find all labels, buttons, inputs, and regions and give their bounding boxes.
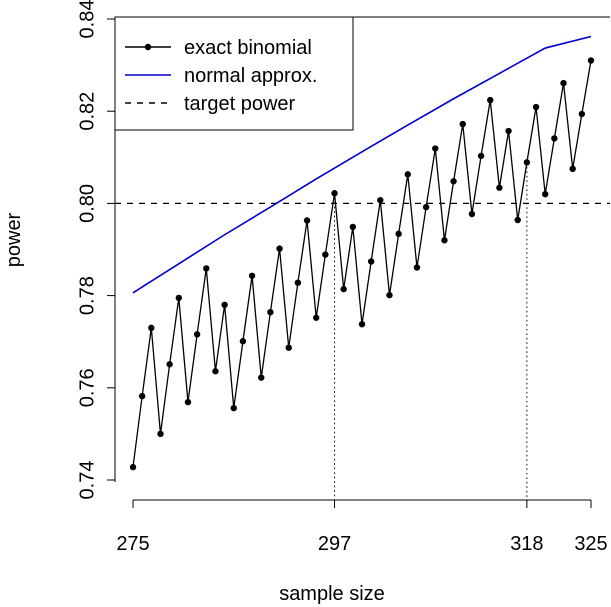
legend-label: normal approx.	[184, 65, 317, 87]
exact-binomial-point	[193, 331, 201, 338]
exact-binomial-point	[221, 301, 228, 309]
exact-binomial-point	[285, 344, 292, 351]
x-tick-label: 297	[318, 533, 351, 555]
exact-binomial-point	[395, 230, 402, 238]
exact-binomial-point	[340, 285, 347, 293]
exact-binomial-point	[322, 251, 329, 258]
exact-binomial-point	[258, 374, 265, 381]
y-tick-label: 0.84	[76, 0, 98, 38]
exact-binomial-point	[432, 145, 439, 152]
exact-binomial-point	[129, 463, 137, 471]
exact-binomial-point	[523, 159, 531, 166]
exact-binomial-point	[358, 320, 366, 328]
exact-binomial-point	[203, 265, 210, 272]
exact-binomial-point	[542, 190, 549, 198]
exact-binomial-point	[404, 171, 411, 178]
exact-binomial-point	[276, 245, 283, 252]
exact-binomial-point	[505, 127, 512, 135]
exact-binomial-point	[569, 165, 576, 173]
exact-binomial-point	[459, 120, 466, 128]
exact-binomial-point	[294, 279, 302, 286]
exact-binomial-point	[487, 96, 494, 104]
exact-binomial-point	[349, 223, 357, 231]
exact-binomial-point	[239, 338, 247, 345]
exact-binomial-point	[148, 324, 155, 332]
exact-binomial-point	[303, 217, 311, 224]
normal-approx-line	[132, 35, 592, 294]
exact-binomial-point	[331, 190, 338, 197]
x-tick-label: 318	[510, 533, 543, 555]
exact-binomial-point	[496, 184, 503, 191]
exact-binomial-point	[184, 398, 192, 406]
exact-binomial-point	[248, 272, 256, 279]
exact-binomial-point	[450, 178, 457, 185]
exact-binomial-point	[532, 103, 540, 111]
exact-binomial-point	[413, 264, 421, 271]
legend-box	[114, 16, 354, 131]
exact-binomial-point	[157, 430, 164, 438]
y-tick-label: 0.78	[76, 276, 98, 315]
x-tick-label: 325	[574, 533, 607, 555]
exact-binomial-point	[212, 368, 219, 375]
legend: exact binomial normal approx. target power	[114, 16, 354, 131]
legend-marker	[144, 43, 152, 51]
exact-binomial-point	[313, 314, 320, 321]
y-axis-label: power	[3, 212, 25, 267]
exact-binomial-point	[441, 237, 448, 244]
exact-binomial-point	[267, 308, 274, 316]
x-axis-label: sample size	[279, 583, 385, 605]
legend-label: exact binomial	[184, 37, 312, 59]
exact-binomial-point	[230, 404, 237, 412]
exact-binomial-point	[587, 57, 595, 64]
exact-binomial-point	[175, 294, 182, 302]
exact-binomial-point	[377, 196, 384, 204]
exact-binomial-point	[367, 258, 375, 265]
exact-binomial-point	[477, 152, 485, 160]
y-tick-label: 0.74	[76, 461, 98, 500]
y-tick-label: 0.82	[76, 92, 98, 131]
y-tick-label: 0.80	[76, 184, 98, 223]
exact-binomial-point	[578, 110, 586, 118]
exact-binomial-point	[166, 361, 173, 368]
y-tick-label: 0.76	[76, 368, 98, 407]
legend-label: target power	[184, 93, 296, 115]
x-tick-label: 275	[116, 533, 149, 555]
exact-binomial-point	[422, 203, 430, 211]
exact-binomial-point	[386, 291, 393, 299]
exact-binomial-point	[514, 216, 521, 224]
exact-binomial-point	[138, 392, 146, 400]
exact-binomial-point	[551, 135, 558, 142]
plot-area	[115, 35, 610, 500]
exact-binomial-point	[560, 79, 567, 87]
exact-binomial-point	[468, 210, 476, 218]
